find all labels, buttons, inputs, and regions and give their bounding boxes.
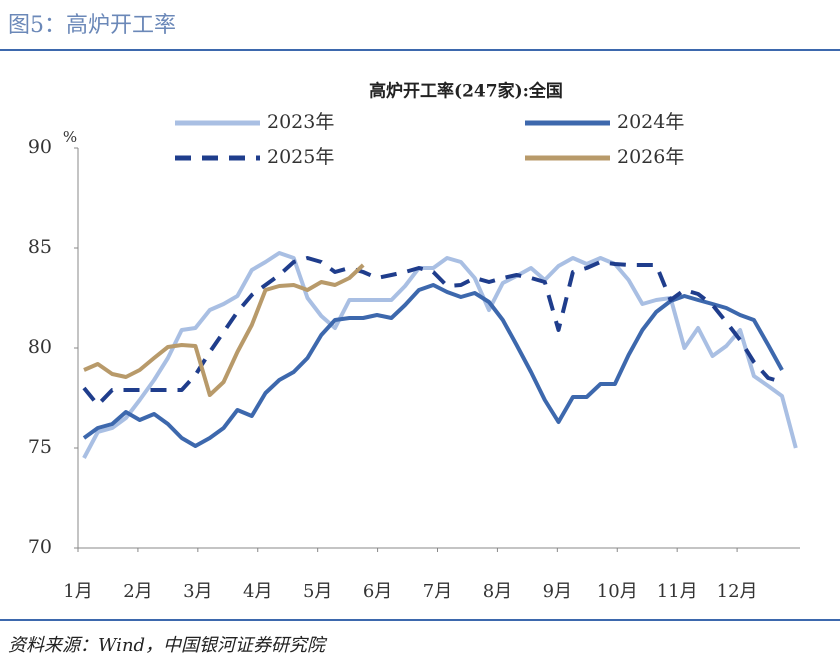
legend-label: 2025年 <box>267 146 334 168</box>
x-tick-label: 7月 <box>423 581 452 602</box>
y-tick-label: 70 <box>28 536 52 558</box>
series-line <box>82 283 784 448</box>
x-tick-label: 6月 <box>363 581 392 602</box>
y-tick-label: 85 <box>28 236 52 258</box>
source-note: 资料来源：Wind，中国银河证券研究院 <box>8 635 328 656</box>
x-tick-label: 2月 <box>123 581 152 602</box>
series-line <box>82 256 783 407</box>
y-tick-label: 80 <box>28 336 52 358</box>
figure-header: 图5：高炉开工率 <box>8 13 176 38</box>
x-tick-label: 3月 <box>183 581 212 602</box>
series-line <box>83 263 365 397</box>
x-tick-label: 10月 <box>597 581 638 602</box>
x-tick-label: 11月 <box>657 581 698 602</box>
y-tick-label: 90 <box>28 136 52 158</box>
x-tick-label: 4月 <box>243 581 272 602</box>
x-tick-label: 12月 <box>717 581 758 602</box>
x-tick-label: 5月 <box>303 581 332 602</box>
y-tick-label: 75 <box>28 436 52 458</box>
chart-title: 高炉开工率(247家):全国 <box>369 81 563 102</box>
legend-label: 2023年 <box>267 111 334 133</box>
series-line <box>82 251 798 459</box>
legend-label: 2024年 <box>617 111 684 133</box>
x-tick-label: 1月 <box>63 581 92 602</box>
legend-label: 2026年 <box>617 146 684 168</box>
x-tick-label: 9月 <box>543 581 572 602</box>
y-unit: % <box>63 128 77 146</box>
x-tick-label: 8月 <box>483 581 512 602</box>
